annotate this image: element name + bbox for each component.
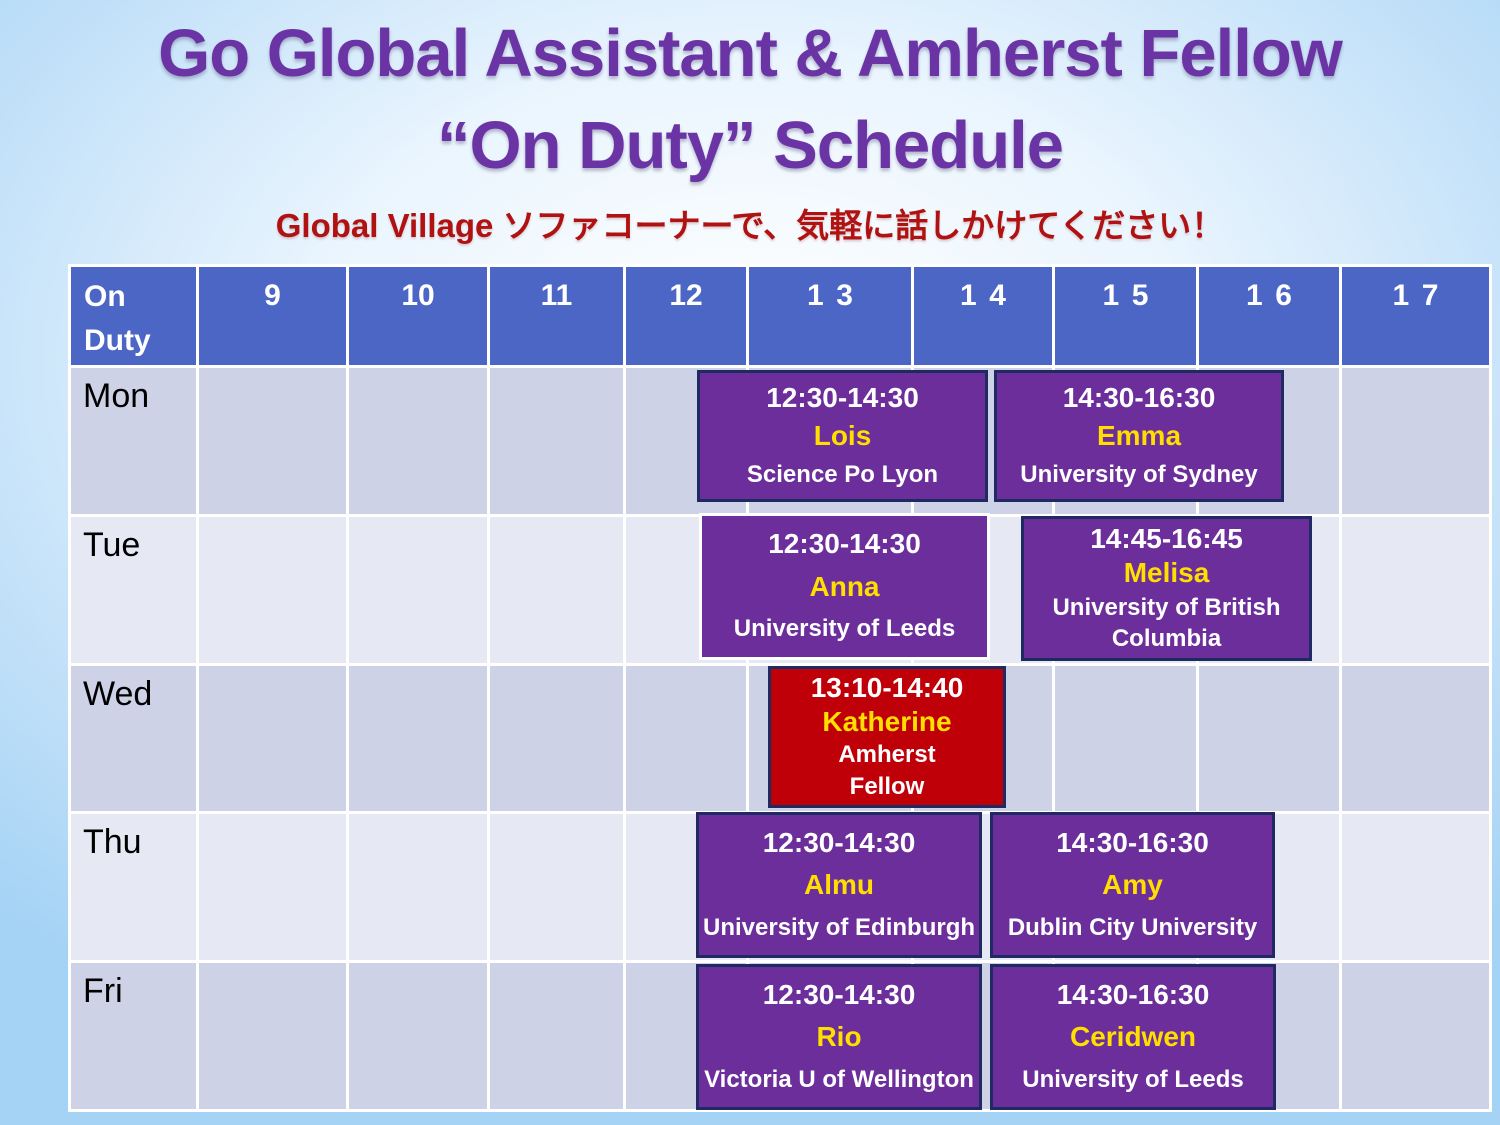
hour-header-15: 15 xyxy=(1055,267,1199,365)
event-time: 12:30-14:30 xyxy=(762,979,916,1011)
corner-header-cell: On Duty xyxy=(71,267,199,365)
event-name: Ceridwen xyxy=(1069,1021,1197,1053)
event-block-tue-melisa: 14:45-16:45 Melisa University of British… xyxy=(1021,516,1312,661)
event-name: Melisa xyxy=(1123,557,1210,589)
hour-header-9: 9 xyxy=(199,267,349,365)
event-institution: University of Leeds xyxy=(1022,1065,1244,1093)
event-name: Rio xyxy=(816,1021,862,1053)
event-institution: University of Edinburgh xyxy=(703,913,976,941)
event-time: 14:30-16:30 xyxy=(1056,979,1210,1011)
hour-header-16: 16 xyxy=(1199,267,1342,365)
event-institution: University of British Columbia xyxy=(1052,593,1281,652)
event-block-thu-almu: 12:30-14:30 Almu University of Edinburgh xyxy=(696,812,982,958)
event-time: 13:10-14:40 xyxy=(810,672,964,704)
event-name: Katherine xyxy=(822,705,952,737)
event-block-fri-rio: 12:30-14:30 Rio Victoria U of Wellington xyxy=(696,964,982,1110)
event-name: Emma xyxy=(1096,420,1182,452)
hour-header-10: 10 xyxy=(349,267,490,365)
day-label-tue: Tue xyxy=(71,516,199,663)
event-name: Almu xyxy=(804,869,874,901)
event-time: 14:30-16:30 xyxy=(1062,381,1216,413)
schedule-header-row: On Duty 9 10 11 12 13 14 15 16 17 xyxy=(71,267,1489,365)
event-block-thu-amy: 14:30-16:30 Amy Dublin City University xyxy=(990,812,1275,958)
day-label-fri: Fri xyxy=(71,963,199,1109)
event-institution: University of Sydney xyxy=(1020,461,1258,489)
event-time: 14:45-16:45 xyxy=(1090,523,1243,555)
event-institution: Science Po Lyon xyxy=(746,461,939,489)
day-label-wed: Wed xyxy=(71,665,199,812)
event-institution: Amherst Fellow xyxy=(838,741,936,800)
day-label-thu: Thu xyxy=(71,814,199,961)
event-name: Amy xyxy=(1102,869,1163,901)
event-block-mon-emma: 14:30-16:30 Emma University of Sydney xyxy=(994,370,1284,502)
event-institution: Dublin City University xyxy=(1007,913,1258,941)
hour-header-14: 14 xyxy=(914,267,1055,365)
event-time: 12:30-14:30 xyxy=(762,827,916,859)
event-time: 12:30-14:30 xyxy=(768,528,921,560)
hour-header-13: 13 xyxy=(749,267,914,365)
slide-title-line1: Go Global Assistant & Amherst Fellow xyxy=(158,16,1343,91)
day-label-mon: Mon xyxy=(71,368,199,514)
event-institution: Victoria U of Wellington xyxy=(704,1065,974,1093)
event-name: Lois xyxy=(813,420,872,452)
event-time: 14:30-16:30 xyxy=(1056,827,1209,859)
hour-header-17: 17 xyxy=(1392,279,1452,312)
slide-subtitle-japanese: Global Village ソファコーナーで、気軽に話しかけてください！ xyxy=(275,206,1225,244)
hour-header-12: 12 xyxy=(626,267,749,365)
event-block-mon-lois: 12:30-14:30 Lois Science Po Lyon xyxy=(697,370,988,502)
slide-header: Go Global Assistant & Amherst Fellow “On… xyxy=(0,8,1500,247)
event-time: 12:30-14:30 xyxy=(766,381,919,413)
event-block-fri-ceridwen: 14:30-16:30 Ceridwen University of Leeds xyxy=(990,964,1276,1110)
hour-header-11: 11 xyxy=(490,267,626,365)
slide-title-line2: “On Duty” Schedule xyxy=(436,108,1064,184)
on-duty-schedule-table: On Duty 9 10 11 12 13 14 15 16 17 Mon Tu… xyxy=(68,264,1492,1112)
event-block-tue-anna: 12:30-14:30 Anna University of Leeds xyxy=(699,513,990,660)
event-institution: University of Leeds xyxy=(733,615,956,643)
event-block-wed-katherine: 13:10-14:40 Katherine Amherst Fellow xyxy=(768,666,1006,808)
event-name: Anna xyxy=(809,570,880,602)
